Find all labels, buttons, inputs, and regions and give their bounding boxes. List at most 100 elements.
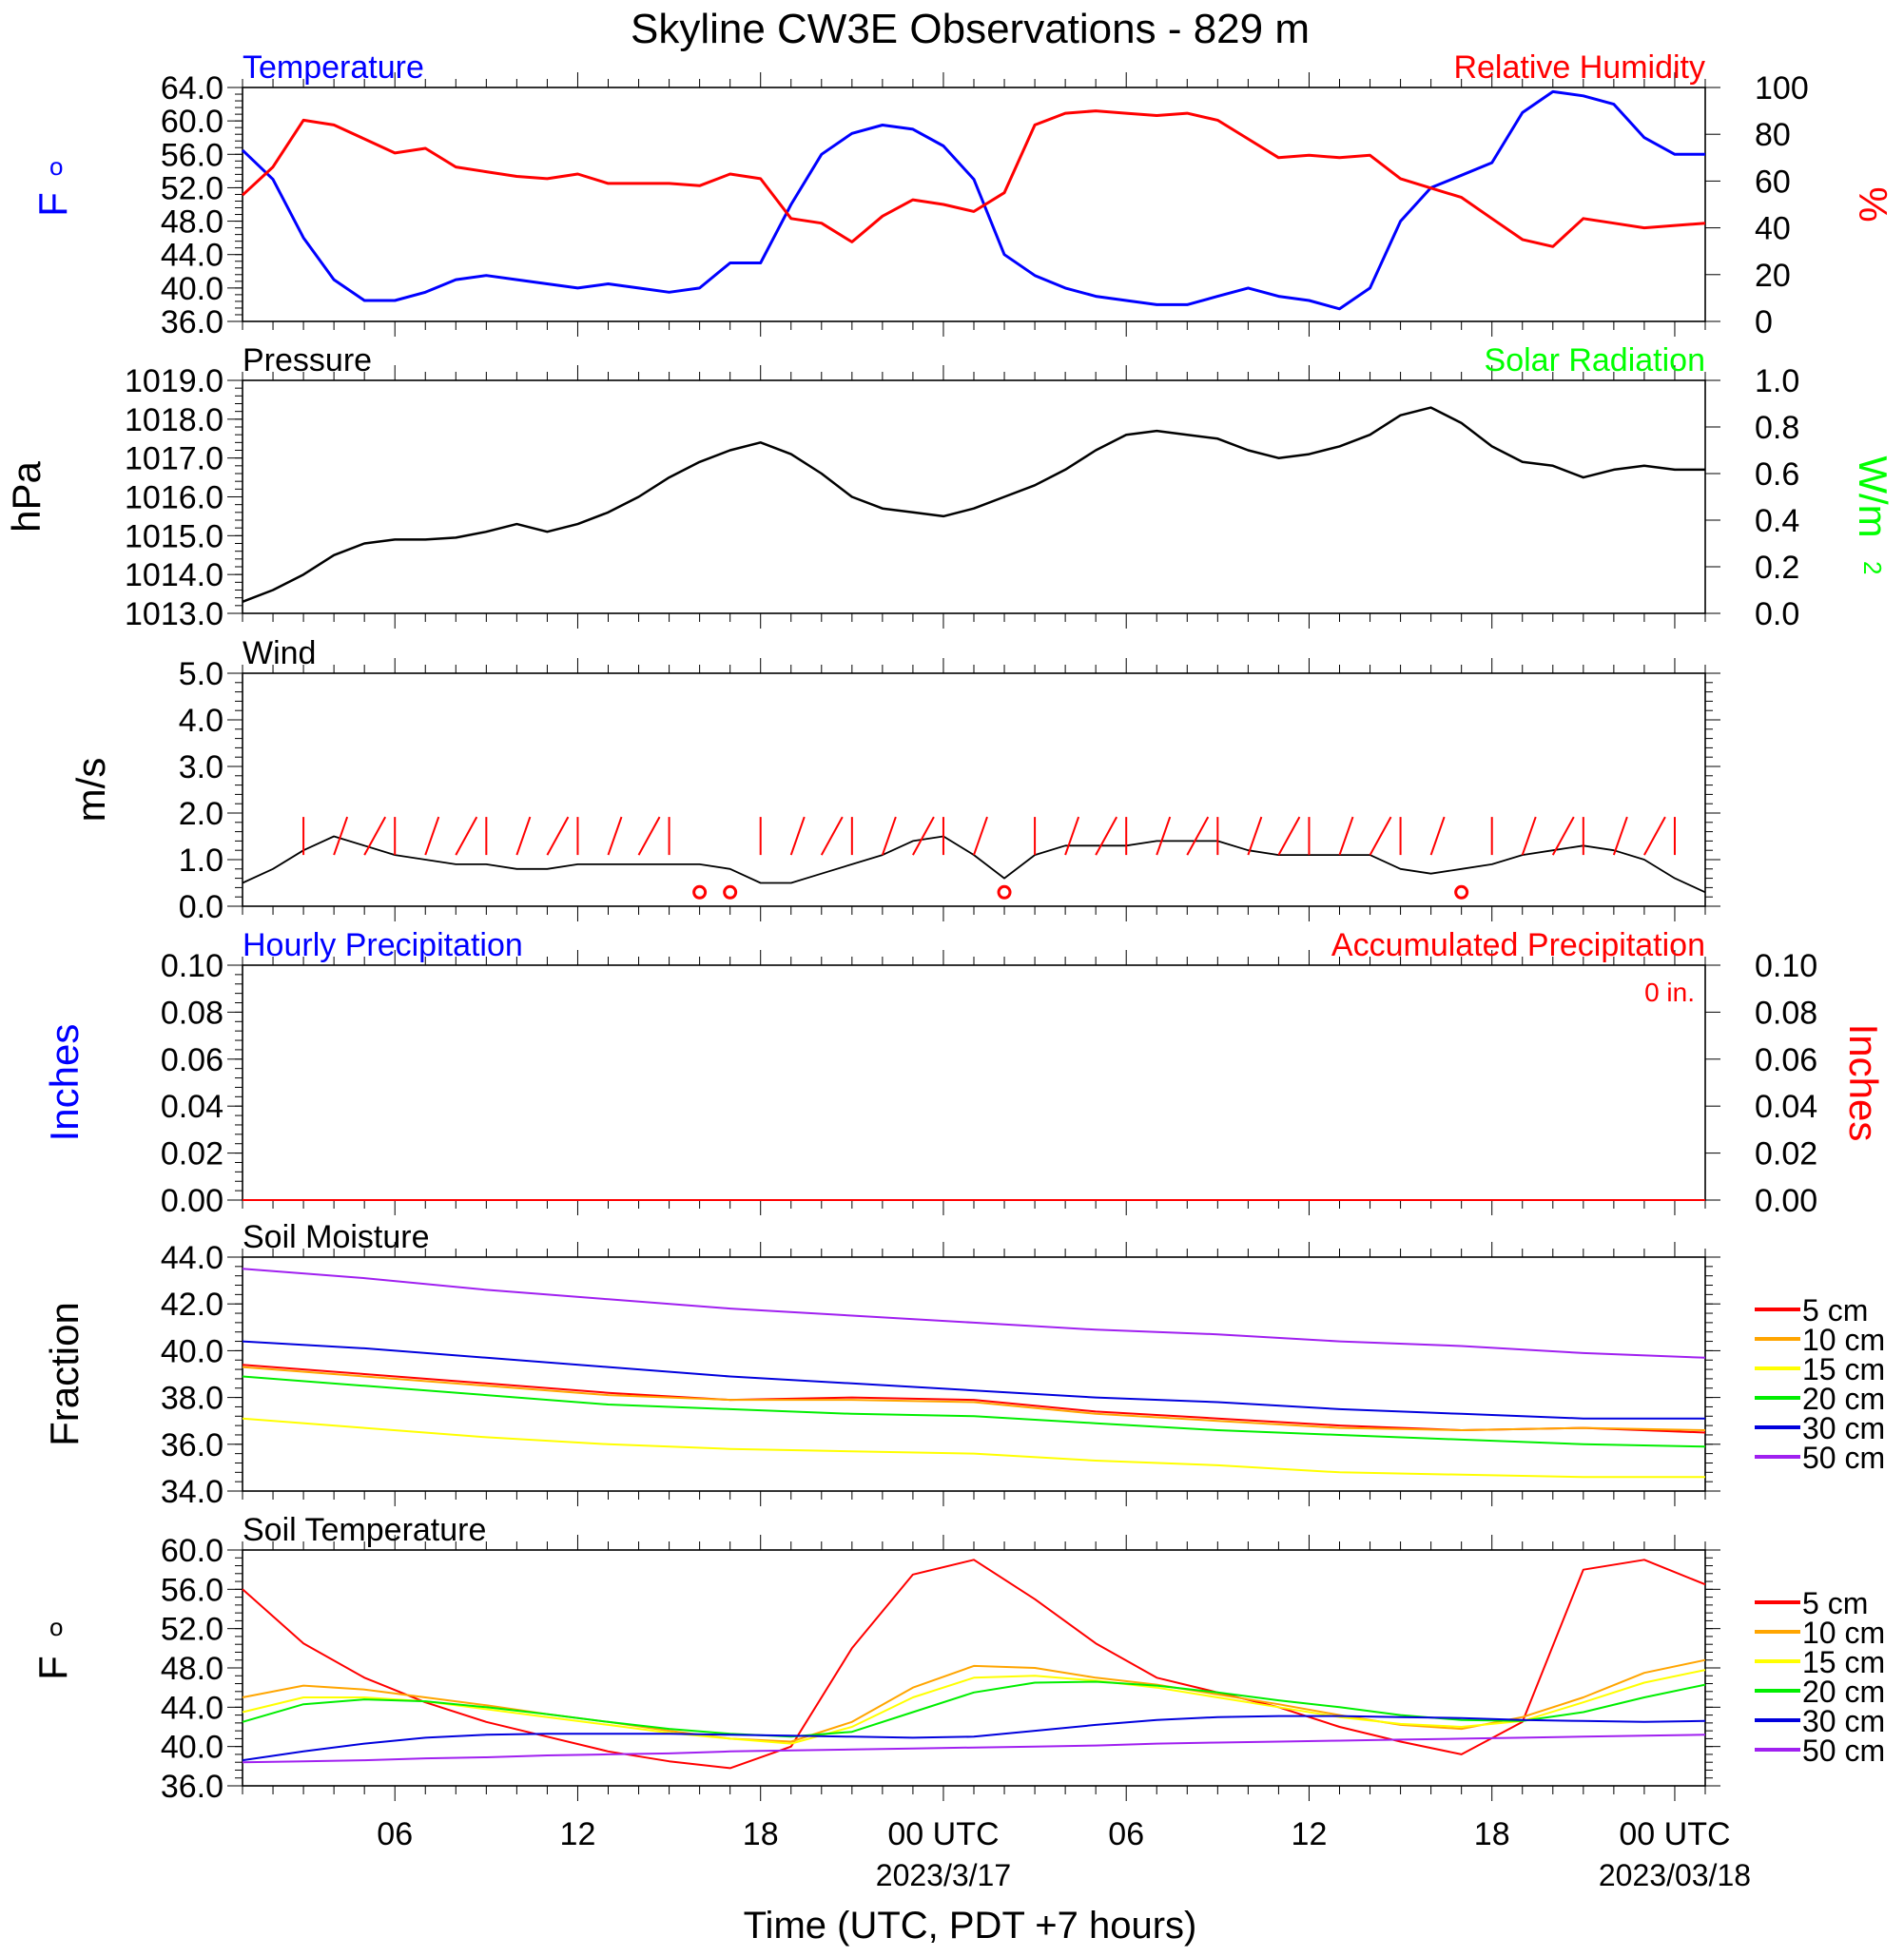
wind-barb (1064, 816, 1080, 856)
y2-tick-label: 0 (1755, 304, 1773, 340)
plot-frame (242, 87, 1706, 322)
y-tick-label: 60.0 (161, 1533, 223, 1569)
panel-title-right: Accumulated Precipitation (1331, 927, 1705, 963)
calm-wind-marker (723, 884, 738, 900)
wind-barb (1338, 816, 1354, 856)
series-soil-moisture-30cm (242, 1340, 1705, 1420)
y2-tick-label: 0.08 (1755, 995, 1817, 1031)
y2-tick-label: 0.10 (1755, 948, 1817, 984)
y-tick-label: 38.0 (161, 1381, 223, 1417)
y-axis-unit-left: F (30, 192, 75, 217)
y-tick-label: 52.0 (161, 1612, 223, 1648)
wind-barb (607, 816, 623, 856)
legend-label: 20 cm (1802, 1675, 1885, 1709)
y2-tick-label: 60 (1755, 164, 1791, 200)
panel-title-left: Soil Temperature (243, 1512, 486, 1548)
wind-barb (881, 816, 897, 856)
wind-barb (1186, 816, 1210, 856)
y2-tick-label: 100 (1755, 70, 1809, 107)
plot-frame (242, 672, 1706, 907)
x-tick-label: 18 (1474, 1816, 1510, 1852)
panel-wind: 0.0 1.0 2.0 3.0 4.0 5.0 Wind m/s (68, 635, 1720, 925)
y-tick-label: 1016.0 (125, 480, 223, 516)
legend-label: 30 cm (1802, 1411, 1885, 1445)
series-soil-moisture-50cm (242, 1268, 1706, 1359)
y2-tick-label: 1.0 (1755, 363, 1799, 399)
y2-tick-label: 0.2 (1755, 550, 1799, 586)
series-soil-temperature-50cm (242, 1734, 1706, 1764)
y-tick-label: 48.0 (161, 1651, 223, 1687)
series-soil-temperature-10cm (242, 1658, 1706, 1743)
y-tick-label: 1015.0 (125, 518, 223, 554)
wind-barb (1612, 816, 1628, 856)
legend-label: 50 cm (1802, 1441, 1885, 1475)
y-tick-label: 3.0 (179, 749, 223, 785)
y2-tick-label: 0.4 (1755, 503, 1799, 539)
y-axis-unit-left: Fraction (42, 1302, 87, 1446)
degree-symbol: o (49, 1613, 63, 1641)
series-temperature (241, 89, 1705, 311)
y-tick-label: 56.0 (161, 137, 223, 173)
legend-label: 10 cm (1802, 1323, 1885, 1357)
y-tick-label: 42.0 (161, 1287, 223, 1323)
legend-label: 5 cm (1802, 1293, 1868, 1327)
y-tick-label: 60.0 (161, 104, 223, 140)
wind-barb (1429, 816, 1446, 856)
y-tick-label: 40.0 (161, 271, 223, 307)
wind-barb (1277, 816, 1301, 856)
wind-barb (546, 816, 570, 856)
panel-pressure-solar: 1013.01014.01015.01016.01017.01018.01019… (4, 342, 1895, 632)
y-tick-label: 0.04 (161, 1089, 223, 1125)
wind-barb (1095, 816, 1118, 856)
panel-soil-moisture: 34.0 36.0 38.0 40.0 42.0 44.0 Soil Moisture Fra… (42, 1219, 1885, 1510)
y-axis-unit-right: % (1851, 186, 1895, 222)
y-tick-label: 40.0 (161, 1333, 223, 1369)
panel-title-left: Wind (243, 635, 316, 671)
panel-temperature-humidity: 36.040.044.048.052.056.060.064.0 0 20 40 60 8… (30, 49, 1895, 340)
y2-tick-label: 0.02 (1755, 1136, 1817, 1172)
y2-tick-label: 40 (1755, 211, 1791, 247)
y-axis-unit-left: hPa (4, 460, 49, 532)
y-tick-label: 0.02 (161, 1136, 223, 1172)
y-tick-label: 52.0 (161, 170, 223, 206)
wind-barb (973, 816, 988, 856)
wind-barb (1551, 816, 1575, 856)
y-tick-label: 1019.0 (125, 363, 223, 399)
legend-label: 30 cm (1802, 1704, 1885, 1738)
y-tick-label: 36.0 (161, 1427, 223, 1463)
y-tick-label: 1.0 (179, 843, 223, 879)
x-tick-label: 00 UTC (1619, 1816, 1730, 1852)
y-axis-unit-left: Inches (42, 1024, 87, 1142)
legend-label: 10 cm (1802, 1616, 1885, 1650)
x-tick-label: 06 (1108, 1816, 1144, 1852)
y-tick-label: 34.0 (161, 1474, 223, 1510)
series-pressure (242, 406, 1705, 603)
legend-label: 5 cm (1802, 1586, 1868, 1620)
y-axis-unit-left: m/s (68, 758, 113, 823)
x-axis-labels: 06 12 18 00 UTC 2023/3/17 06 12 18 00 UTC 2023/03… (377, 1816, 1751, 1892)
y-tick-label: 44.0 (161, 1240, 223, 1276)
y2-tick-label: 0.00 (1755, 1183, 1817, 1219)
y-tick-label: 48.0 (161, 204, 223, 241)
calm-wind-marker (997, 884, 1012, 900)
legend-label: 15 cm (1802, 1645, 1885, 1679)
accumulated-annotation: 0 in. (1644, 978, 1695, 1007)
y-tick-label: 0.10 (161, 948, 223, 984)
panel-title-left: Pressure (243, 342, 372, 378)
degree-symbol: o (49, 152, 63, 181)
x-tick-date-label: 2023/3/17 (876, 1858, 1011, 1892)
wind-barb (1156, 816, 1172, 856)
wind-barb (1643, 816, 1666, 856)
wind-barb (1247, 816, 1263, 856)
plot-frame (242, 964, 1706, 1201)
y-tick-label: 40.0 (161, 1730, 223, 1766)
wind-barb (820, 816, 844, 856)
series-soil-moisture-15cm (242, 1417, 1705, 1479)
chart-title: Skyline CW3E Observations - 829 m (631, 6, 1310, 52)
y-tick-label: 36.0 (161, 1769, 223, 1805)
y2-tick-label: 20 (1755, 258, 1791, 294)
plot-frame (242, 1256, 1706, 1492)
panel-title-left: Soil Moisture (243, 1219, 430, 1255)
wind-barb (333, 816, 349, 856)
